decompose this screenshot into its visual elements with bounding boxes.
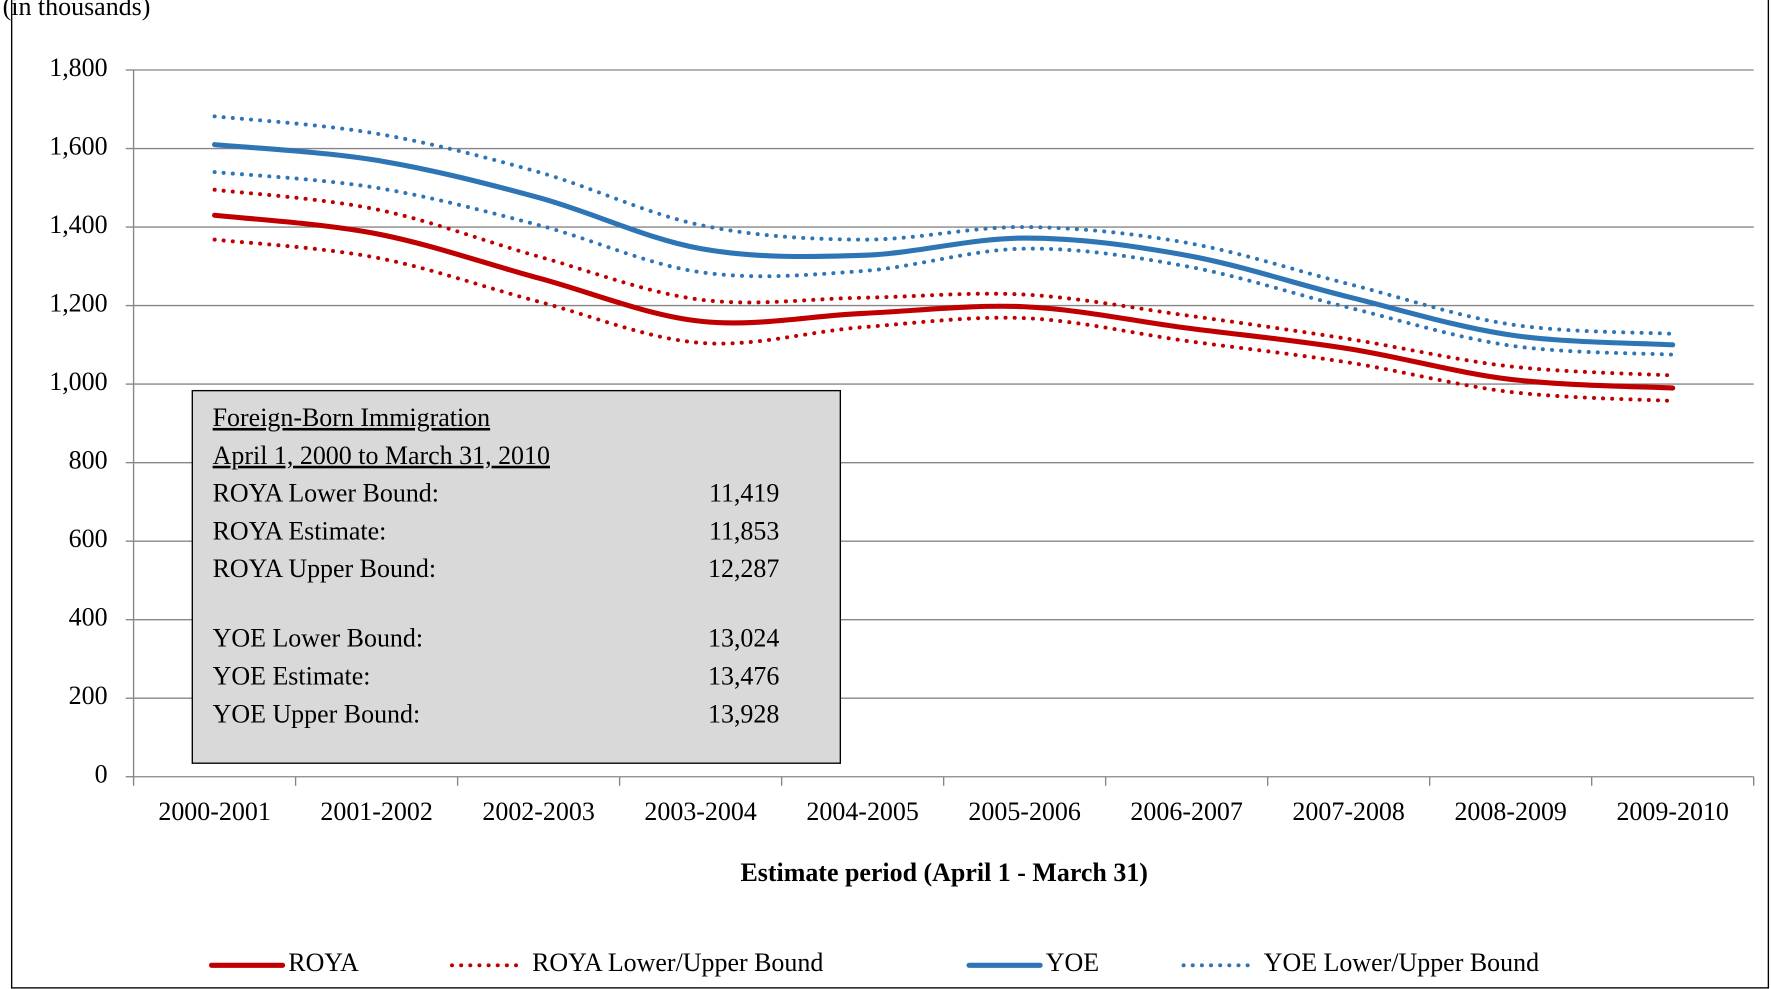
annotation-title: April 1, 2000 to March 31, 2010: [213, 441, 550, 470]
x-tick-label: 2001-2002: [320, 797, 432, 826]
y-tick-label: 1,600: [49, 131, 107, 160]
y-tick-label: 400: [69, 603, 108, 632]
y-tick-label: 1,200: [49, 289, 107, 318]
annotation-box: Foreign-Born Immigration April 1, 2000 to…: [191, 389, 842, 764]
legend-label: YOE Lower/Upper Bound: [1264, 948, 1539, 977]
x-tick-label: 2006-2007: [1130, 797, 1242, 826]
x-tick-label: 2008-2009: [1454, 797, 1566, 826]
x-tick-label: 2009-2010: [1616, 797, 1728, 826]
line-series: [212, 114, 1675, 336]
annotation-label: YOE Upper Bound:: [213, 699, 421, 728]
y-tick-label: 1,400: [49, 210, 107, 239]
annotation-value: 12,287: [708, 554, 779, 583]
plot: [212, 114, 1676, 403]
x-tick-label: 2002-2003: [482, 797, 594, 826]
y-tick-label: 1,800: [49, 53, 107, 82]
x-tick-label: 2004-2005: [806, 797, 918, 826]
annotation-label: ROYA Estimate:: [213, 516, 387, 545]
y-tick-label: 800: [69, 446, 108, 475]
annotation-label: ROYA Lower Bound:: [213, 479, 439, 508]
annotation-value: 13,928: [708, 699, 779, 728]
units-note: (in thousands): [3, 0, 151, 21]
legend-label: YOE: [1046, 948, 1099, 977]
y-tick-label: 200: [69, 681, 108, 710]
x-tick-label: 2005-2006: [968, 797, 1080, 826]
line-series: [212, 142, 1676, 348]
annotation-value: 13,024: [708, 624, 779, 653]
x-tick-label: 2007-2008: [1292, 797, 1404, 826]
y-tick-label: 0: [95, 760, 108, 789]
annotation-value: 13,476: [708, 661, 779, 690]
x-tick-label: 2000-2001: [158, 797, 270, 826]
annotation-label: ROYA Upper Bound:: [213, 554, 437, 583]
annotation-label: YOE Lower Bound:: [213, 624, 423, 653]
y-tick-label: 600: [69, 524, 108, 553]
legend-label: ROYA: [288, 948, 359, 977]
x-axis-title: Estimate period (April 1 - March 31): [740, 858, 1148, 887]
grid: 0 200 400 600 800 1,000 1,200 1,400 1,600 1,800 20…: [49, 53, 1755, 826]
legend: ROYA ROYA Lower/Upper Bound YOE YOE Lower/U…: [208, 948, 1539, 977]
annotation-background: [191, 389, 842, 764]
annotation-value: 11,419: [709, 479, 779, 508]
annotation-value: 11,853: [709, 516, 779, 545]
line-series: [212, 212, 1676, 391]
line-series: [212, 170, 1675, 357]
annotation-title: Foreign-Born Immigration: [213, 403, 491, 432]
y-tick-label: 1,000: [49, 367, 107, 396]
legend-label: ROYA Lower/Upper Bound: [532, 948, 823, 977]
annotation-label: YOE Estimate:: [213, 661, 371, 690]
x-tick-label: 2003-2004: [644, 797, 756, 826]
line-series: [212, 237, 1675, 403]
page-margin: [0, 0, 11, 989]
